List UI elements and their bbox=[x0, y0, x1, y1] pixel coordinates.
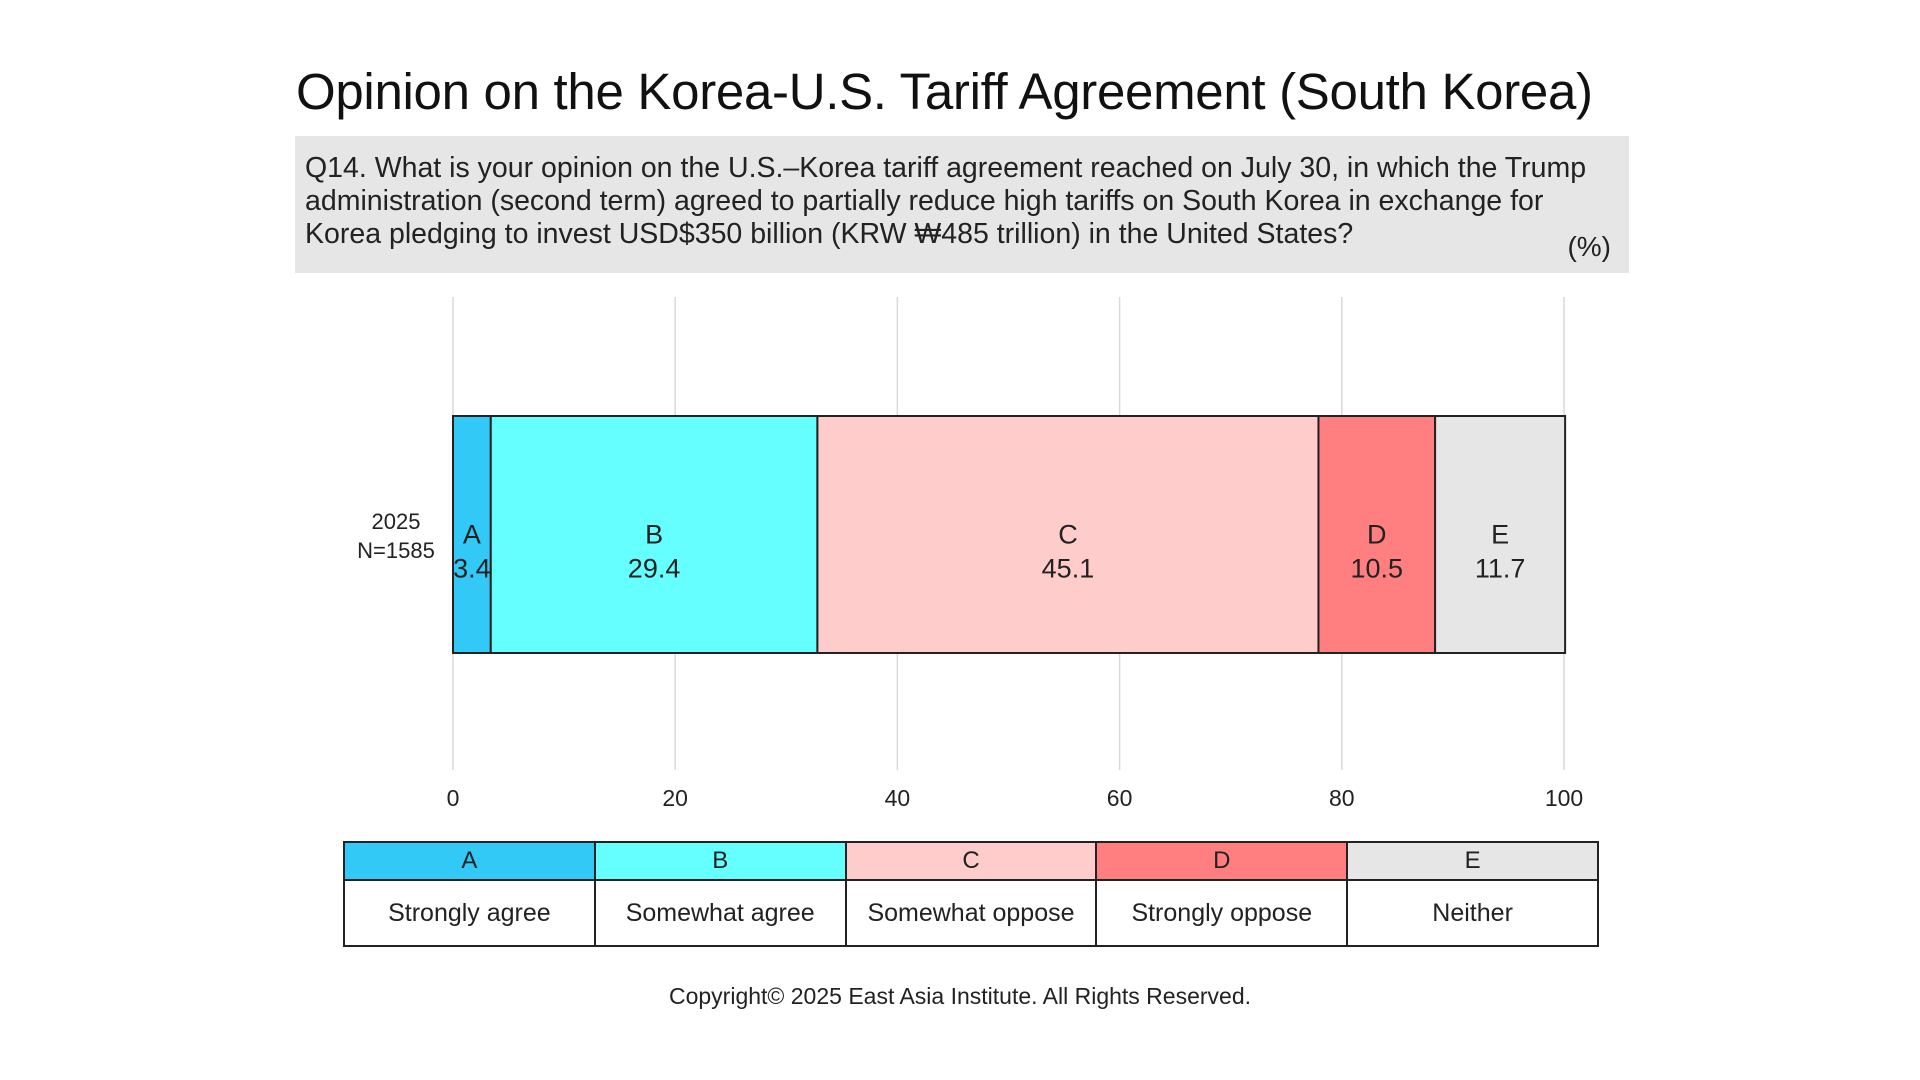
legend-code-c: C bbox=[844, 841, 1098, 881]
segment-code-label: D bbox=[1367, 520, 1387, 550]
bar-segment-b bbox=[489, 415, 819, 654]
unit-label: (%) bbox=[1567, 231, 1611, 262]
bar-segment-e bbox=[1434, 415, 1567, 654]
question-box: Q14. What is your opinion on the U.S.–Ko… bbox=[295, 136, 1629, 273]
category-label: N=1585 bbox=[357, 538, 435, 563]
legend-code-d: D bbox=[1095, 841, 1349, 881]
legend-label-b: Somewhat agree bbox=[593, 879, 847, 947]
bar-segment-a bbox=[452, 415, 492, 654]
data-label: 11.7 bbox=[1475, 554, 1526, 584]
x-tick-label: 100 bbox=[1545, 785, 1583, 811]
legend-code-a: A bbox=[343, 841, 596, 881]
legend-label-c: Somewhat oppose bbox=[844, 879, 1098, 947]
legend-label-row: Strongly agree Somewhat agree Somewhat opp… bbox=[343, 879, 1599, 947]
segment-code-label: B bbox=[645, 520, 663, 550]
data-label: 10.5 bbox=[1351, 554, 1404, 584]
chart-title: Opinion on the Korea-U.S. Tariff Agreeme… bbox=[296, 63, 1593, 120]
legend-label-a: Strongly agree bbox=[343, 879, 596, 947]
question-text: Q14. What is your opinion on the U.S.–Ko… bbox=[305, 152, 1587, 250]
legend-code-b: B bbox=[593, 841, 847, 881]
data-label: 29.4 bbox=[628, 554, 681, 584]
x-tick-label: 0 bbox=[447, 785, 460, 811]
category-label: 2025 bbox=[372, 509, 421, 534]
x-tick-label: 80 bbox=[1329, 785, 1355, 811]
legend-label-d: Strongly oppose bbox=[1095, 879, 1349, 947]
legend-label-e: Neither bbox=[1346, 879, 1599, 947]
segment-code-label: A bbox=[463, 520, 481, 550]
bar-segment-c bbox=[816, 415, 1320, 654]
legend-code-e: E bbox=[1346, 841, 1599, 881]
x-tick-label: 40 bbox=[885, 785, 911, 811]
data-label: 3.4 bbox=[453, 554, 491, 584]
bar-segment-d bbox=[1317, 415, 1437, 654]
x-tick-label: 20 bbox=[662, 785, 688, 811]
segment-code-label: E bbox=[1491, 520, 1509, 550]
x-tick-label: 60 bbox=[1107, 785, 1133, 811]
stacked-bar-chart: 0 20 40 60 80 100 2025 N=1585 A 3.4 B 29.4 C 45.1 D 10.… bbox=[357, 297, 1583, 811]
segment-code-label: C bbox=[1058, 520, 1078, 550]
copyright-notice: Copyright© 2025 East Asia Institute. All… bbox=[668, 983, 1252, 1009]
data-label: 45.1 bbox=[1042, 554, 1095, 584]
